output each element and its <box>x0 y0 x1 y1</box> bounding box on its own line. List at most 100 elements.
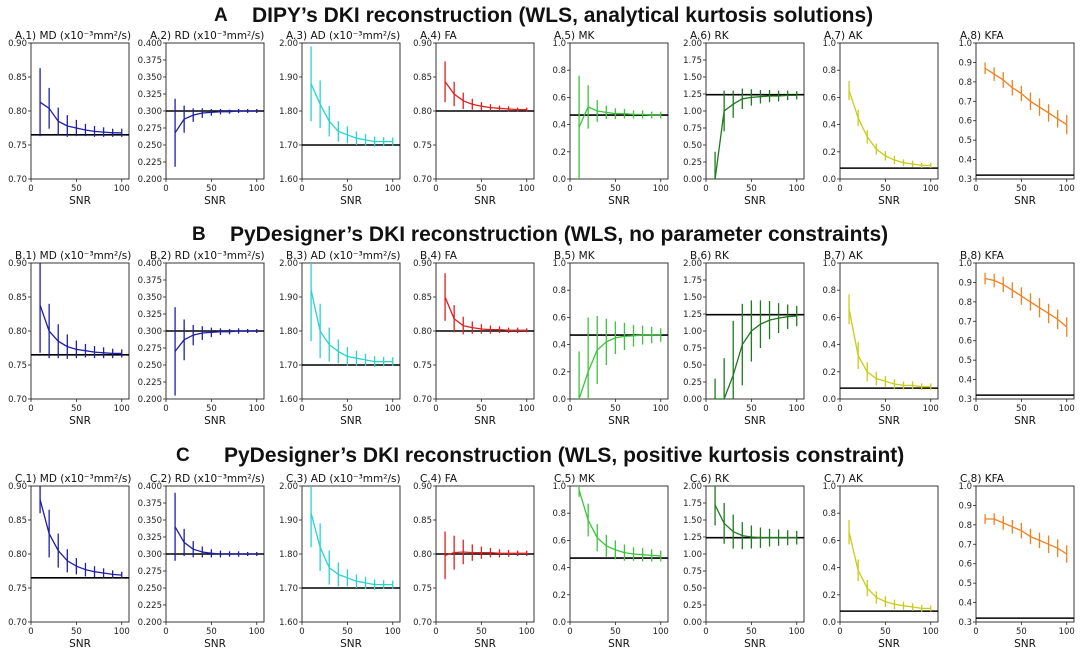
y-tick-label: 0.250 <box>138 361 162 371</box>
x-tick-label: 0 <box>163 404 168 414</box>
y-tick-label: 0.2 <box>552 591 566 601</box>
y-tick-label: 0.90 <box>8 39 27 49</box>
y-tick-label: 0.75 <box>8 141 27 151</box>
chart-title: C.6) RK <box>690 473 730 485</box>
mean-line <box>444 296 527 331</box>
y-tick-label: 0.50 <box>683 361 702 371</box>
y-tick-label: 0.70 <box>8 395 27 405</box>
plot-frame <box>569 42 669 180</box>
x-axis-label: SNR <box>69 195 91 207</box>
chart-a-7: A.7) AK 0.0 0.2 0.4 0.6 0.8 1.0 0 50 100 SNR <box>822 30 938 207</box>
mean-line <box>310 83 393 143</box>
x-tick-label: 100 <box>249 184 265 194</box>
chart-title: C.8) KFA <box>960 473 1005 485</box>
y-tick-label: 0.80 <box>8 327 27 337</box>
y-tick-label: 0.00 <box>683 395 702 405</box>
y-tick-label: 0.00 <box>683 618 702 628</box>
section-c-title: PyDesigner’s DKI reconstruction (WLS, po… <box>224 444 904 467</box>
x-tick-label: 0 <box>299 184 304 194</box>
x-tick-label: 0 <box>973 404 978 414</box>
x-tick-label: 0 <box>299 627 304 637</box>
y-tick-label: 0.80 <box>8 107 27 117</box>
mean-line <box>310 513 393 586</box>
chart-title: A.4) FA <box>420 30 458 42</box>
x-tick-label: 100 <box>519 404 535 414</box>
chart-a-5: A.5) MK 0.0 0.2 0.4 0.6 0.8 1.0 0 50 100 SNR <box>552 30 668 207</box>
mean-line <box>848 309 931 388</box>
y-tick-label: 2.00 <box>279 259 298 269</box>
x-tick-label: 0 <box>837 404 842 414</box>
plot-frame <box>569 485 669 623</box>
y-tick-label: 0.7 <box>958 97 972 107</box>
x-tick-label: 0 <box>703 404 708 414</box>
y-tick-label: 0.375 <box>138 499 162 509</box>
mean-line <box>714 504 797 539</box>
x-tick-label: 50 <box>610 627 621 637</box>
y-tick-label: 0.0 <box>822 618 836 628</box>
y-tick-label: 0.70 <box>8 618 27 628</box>
x-tick-label: 50 <box>476 404 487 414</box>
y-tick-label: 1.25 <box>683 310 702 320</box>
x-tick-label: 0 <box>567 627 572 637</box>
y-tick-label: 0.375 <box>138 56 162 66</box>
x-axis-label: SNR <box>340 415 362 427</box>
y-tick-label: 0.90 <box>413 39 432 49</box>
plot-frame <box>839 262 939 400</box>
y-tick-label: 0.85 <box>8 516 27 526</box>
mean-line <box>310 290 393 363</box>
mean-line <box>848 532 931 610</box>
y-tick-label: 1.60 <box>279 618 298 628</box>
x-tick-label: 100 <box>114 627 130 637</box>
x-tick-label: 100 <box>249 627 265 637</box>
chart-panels: A.1) MD (x10⁻³mm²/s)0.700.750.800.850.90… <box>8 30 1075 650</box>
x-tick-label: 100 <box>114 184 130 194</box>
x-tick-label: 100 <box>249 404 265 414</box>
y-tick-label: 0.50 <box>683 584 702 594</box>
x-tick-label: 0 <box>703 627 708 637</box>
y-tick-label: 0.9 <box>958 278 972 288</box>
y-tick-label: 0.2 <box>552 148 566 158</box>
x-tick-label: 50 <box>1016 404 1027 414</box>
x-tick-label: 50 <box>610 404 621 414</box>
y-tick-label: 0.200 <box>138 175 162 185</box>
plot-frame <box>705 485 805 623</box>
y-tick-label: 0.8 <box>958 521 972 531</box>
chart-b-3: B.3) AD (x10⁻³mm²/s) 1.60 1.70 1.80 1.90 2.00… <box>279 250 401 427</box>
y-tick-label: 2.00 <box>279 482 298 492</box>
chart-a-1: A.1) MD (x10⁻³mm²/s) 0.70 0.75 0.80 0.85 0.90… <box>8 30 131 207</box>
mean-line <box>444 81 527 111</box>
mean-line <box>174 330 257 352</box>
y-tick-label: 1.90 <box>279 516 298 526</box>
y-tick-label: 0.4 <box>822 121 836 131</box>
y-tick-label: 0.9 <box>958 501 972 511</box>
x-tick-label: 100 <box>519 627 535 637</box>
chart-title: B.7) AK <box>824 250 864 262</box>
y-tick-label: 0.5 <box>958 579 972 589</box>
y-tick-label: 2.00 <box>683 39 702 49</box>
y-tick-label: 0.4 <box>552 341 566 351</box>
x-tick-label: 100 <box>653 404 669 414</box>
chart-title: B.5) MK <box>554 250 596 262</box>
chart-title: B.2) RD (x10⁻³mm²/s) <box>150 250 265 262</box>
y-tick-label: 0.325 <box>138 90 162 100</box>
y-tick-label: 0.00 <box>683 175 702 185</box>
y-tick-label: 0.7 <box>958 540 972 550</box>
y-tick-label: 0.80 <box>413 107 432 117</box>
y-tick-label: 0.6 <box>822 93 836 103</box>
y-tick-label: 0.300 <box>138 327 162 337</box>
x-tick-label: 100 <box>653 184 669 194</box>
y-tick-label: 0.275 <box>138 344 162 354</box>
y-tick-label: 1.0 <box>552 39 566 49</box>
y-tick-label: 0.3 <box>958 395 972 405</box>
x-tick-label: 0 <box>837 184 842 194</box>
x-axis-label: SNR <box>744 638 766 650</box>
y-tick-label: 1.70 <box>279 361 298 371</box>
chart-c-7: C.7) AK 0.0 0.2 0.4 0.6 0.8 1.0 0 50 100 SNR <box>822 473 938 650</box>
section-b-header: B PyDesigner’s DKI reconstruction (WLS, … <box>192 223 888 246</box>
y-tick-label: 0.4 <box>958 156 972 166</box>
chart-a-6: A.6) RK 0.00 0.25 0.50 0.75 1.00 1.25 1.50 1.75 2… <box>683 30 805 207</box>
section-c-header: C PyDesigner’s DKI reconstruction (WLS, … <box>176 444 904 467</box>
y-tick-label: 0.8 <box>552 286 566 296</box>
section-c-letter: C <box>176 445 190 466</box>
y-tick-label: 0.2 <box>552 368 566 378</box>
